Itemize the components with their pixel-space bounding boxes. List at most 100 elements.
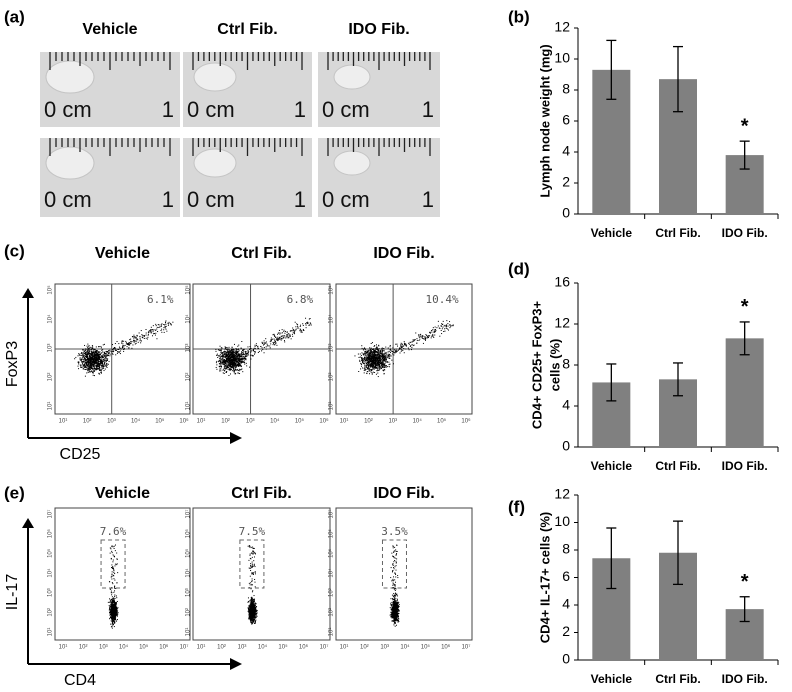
event [90,353,92,355]
event [370,360,372,362]
event [139,340,141,342]
event [111,582,113,584]
event [147,333,149,335]
event [91,347,93,349]
event [115,587,117,589]
event [430,337,432,339]
event [240,347,242,349]
event [380,362,382,364]
event [86,366,88,368]
event [237,352,239,354]
event [235,365,237,367]
event [370,350,372,352]
event [245,352,247,354]
event [128,342,130,344]
event [90,354,92,356]
event [401,346,403,348]
event [82,354,84,356]
event [359,356,361,358]
event [236,353,238,355]
column-header: Vehicle [95,485,150,502]
event [365,359,367,361]
event [242,357,244,359]
event [234,369,236,371]
event [254,614,256,616]
event [234,356,236,358]
event [114,613,116,615]
event [116,563,118,565]
event [225,363,227,365]
event [87,356,89,358]
event [255,622,257,624]
event [116,607,118,609]
event [393,349,395,351]
event [110,626,112,628]
event [368,350,370,352]
event [395,348,397,350]
event [405,348,407,350]
event [263,343,265,345]
event [374,367,376,369]
event [239,365,241,367]
event [237,359,239,361]
event [383,363,385,365]
event [231,353,233,355]
y-tick-label: 10⁵ [328,285,335,295]
event [293,332,295,334]
event [79,364,81,366]
event [225,358,227,360]
event [277,336,279,338]
x-tick-label: 10⁵ [437,418,447,425]
event [236,358,238,360]
event [241,351,243,353]
event [232,353,234,355]
event [229,362,231,364]
event [377,360,379,362]
event [401,349,403,351]
event [305,324,307,326]
event [228,346,230,348]
event [116,619,118,621]
event [83,357,85,359]
event [86,364,88,366]
event [388,364,390,366]
event [375,367,377,369]
event [375,358,377,360]
x-tick-label: 10⁵ [155,418,165,425]
event [87,360,89,362]
event [223,351,225,353]
event [91,356,93,358]
event [242,355,244,357]
event [372,367,374,369]
event [94,356,96,358]
event [263,347,265,349]
event [223,351,225,353]
event [231,365,233,367]
event [294,321,296,323]
event [115,605,117,607]
event [112,618,114,620]
event [89,371,91,373]
event [219,359,221,361]
event [373,357,375,359]
event [109,350,111,352]
event [102,349,104,351]
event [369,354,371,356]
event [234,363,236,365]
event [378,354,380,356]
event [112,583,114,585]
event [88,360,90,362]
event [133,340,135,342]
event [287,335,289,337]
event [361,345,363,347]
event [89,363,91,365]
event [366,356,368,358]
event [299,328,301,330]
event [413,339,415,341]
event [233,349,235,351]
event [92,349,94,351]
event [358,371,360,373]
event [94,358,96,360]
event [141,340,143,342]
event [254,573,256,575]
